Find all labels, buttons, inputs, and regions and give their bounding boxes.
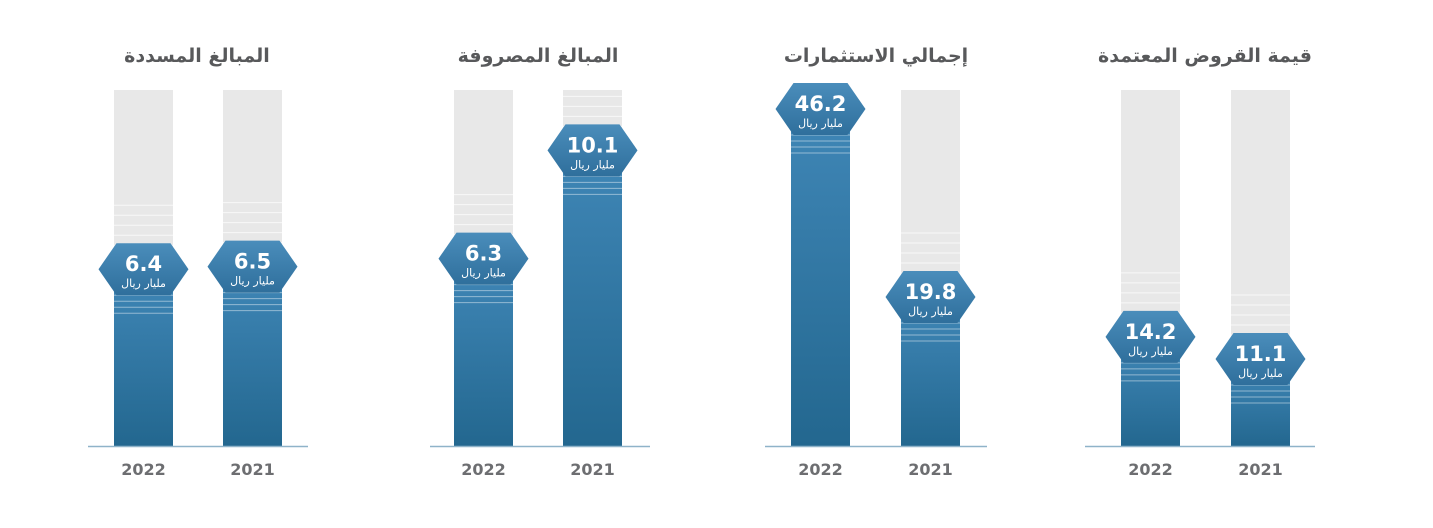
value-label: 11.1 [1235,342,1287,366]
year-label-2021: 2021 [1238,460,1283,479]
unit-label: مليار ريال [908,305,953,318]
year-label-2021: 2021 [908,460,953,479]
unit-label: مليار ريال [1128,345,1173,358]
chart-title: إجمالي الاستثمارات [784,45,968,67]
value-badge [438,232,529,285]
unit-label: مليار ريال [461,267,506,280]
bar-2022 [454,266,513,446]
bar-2022 [114,277,173,446]
value-badge [1105,310,1196,363]
unit-label: مليار ريال [570,158,615,171]
unit-label: مليار ريال [230,275,275,288]
bar-2021 [563,158,622,447]
year-label-2022: 2022 [461,460,506,479]
value-badge [885,271,976,324]
unit-label: مليار ريال [798,117,843,130]
bar-2022 [791,117,850,446]
bar-2021 [223,274,282,446]
unit-label: مليار ريال [121,277,166,290]
year-label-2021: 2021 [570,460,615,479]
value-label: 10.1 [567,133,619,157]
unit-label: مليار ريال [1238,367,1283,380]
chart-title: قيمة القروض المعتمدة [1098,45,1312,67]
year-label-2022: 2022 [1128,460,1173,479]
year-label-2022: 2022 [121,460,166,479]
value-badge [547,124,638,177]
value-badge [775,83,866,136]
value-label: 19.8 [905,280,957,304]
year-label-2022: 2022 [798,460,843,479]
chart-title: المبالغ المسددة [124,45,270,67]
value-badge [98,243,189,296]
chart-title: المبالغ المصروفة [458,45,619,67]
value-badge [1215,332,1306,385]
value-label: 14.2 [1125,320,1177,344]
bar-2021 [901,305,960,446]
value-badge [207,240,298,293]
value-label: 6.5 [234,250,271,274]
value-label: 46.2 [795,92,847,116]
year-label-2021: 2021 [230,460,275,479]
value-label: 6.3 [465,242,502,266]
value-label: 6.4 [125,252,162,276]
